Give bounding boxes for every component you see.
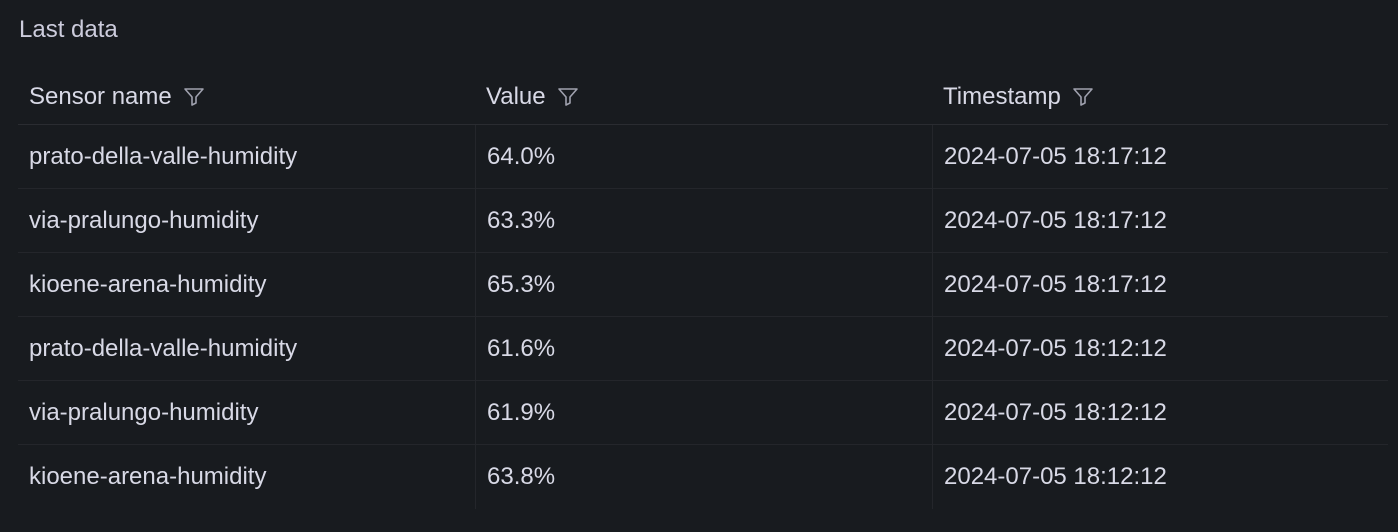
- column-header-timestamp[interactable]: Timestamp: [932, 70, 1388, 124]
- column-header-sensor-name[interactable]: Sensor name: [18, 70, 475, 124]
- timestamp-cell: 2024-07-05 18:17:12: [932, 125, 1388, 188]
- filter-icon[interactable]: [556, 85, 580, 109]
- table-row[interactable]: via-pralungo-humidity 61.9% 2024-07-05 1…: [18, 381, 1388, 445]
- sensor-name-cell: via-pralungo-humidity: [29, 398, 259, 426]
- value-cell: 64.0%: [475, 125, 932, 188]
- value-cell: 65.3%: [475, 253, 932, 316]
- filter-icon[interactable]: [1071, 85, 1095, 109]
- sensor-name-cell: prato-della-valle-humidity: [29, 142, 298, 170]
- value-cell: 63.8%: [475, 445, 932, 509]
- column-header-label: Sensor name: [29, 83, 172, 110]
- table-row[interactable]: kioene-arena-humidity 65.3% 2024-07-05 1…: [18, 253, 1388, 317]
- value-cell: 61.9%: [475, 381, 932, 444]
- panel-title[interactable]: Last data: [19, 16, 118, 43]
- data-table: Sensor name Value Timestamp: [18, 70, 1388, 509]
- value-cell: 63.3%: [475, 189, 932, 252]
- sensor-name-cell: kioene-arena-humidity: [29, 463, 267, 490]
- table-row[interactable]: prato-della-valle-humidity 64.0% 2024-07…: [18, 125, 1388, 189]
- value-cell: 61.6%: [475, 317, 932, 380]
- column-header-value[interactable]: Value: [475, 70, 932, 124]
- sensor-name-cell: prato-della-valle-humidity: [29, 334, 298, 362]
- timestamp-cell: 2024-07-05 18:12:12: [932, 445, 1388, 509]
- table-header-row: Sensor name Value Timestamp: [18, 70, 1388, 125]
- column-header-label: Timestamp: [943, 83, 1061, 110]
- sensor-name-cell: via-pralungo-humidity: [29, 206, 259, 234]
- column-header-label: Value: [486, 83, 546, 110]
- timestamp-cell: 2024-07-05 18:17:12: [932, 253, 1388, 316]
- filter-icon[interactable]: [182, 85, 206, 109]
- table-row[interactable]: prato-della-valle-humidity 61.6% 2024-07…: [18, 317, 1388, 381]
- sensor-name-cell: kioene-arena-humidity: [29, 270, 267, 298]
- timestamp-cell: 2024-07-05 18:12:12: [932, 317, 1388, 380]
- timestamp-cell: 2024-07-05 18:17:12: [932, 189, 1388, 252]
- timestamp-cell: 2024-07-05 18:12:12: [932, 381, 1388, 444]
- table-row[interactable]: via-pralungo-humidity 63.3% 2024-07-05 1…: [18, 189, 1388, 253]
- table-row[interactable]: kioene-arena-humidity 63.8% 2024-07-05 1…: [18, 445, 1388, 509]
